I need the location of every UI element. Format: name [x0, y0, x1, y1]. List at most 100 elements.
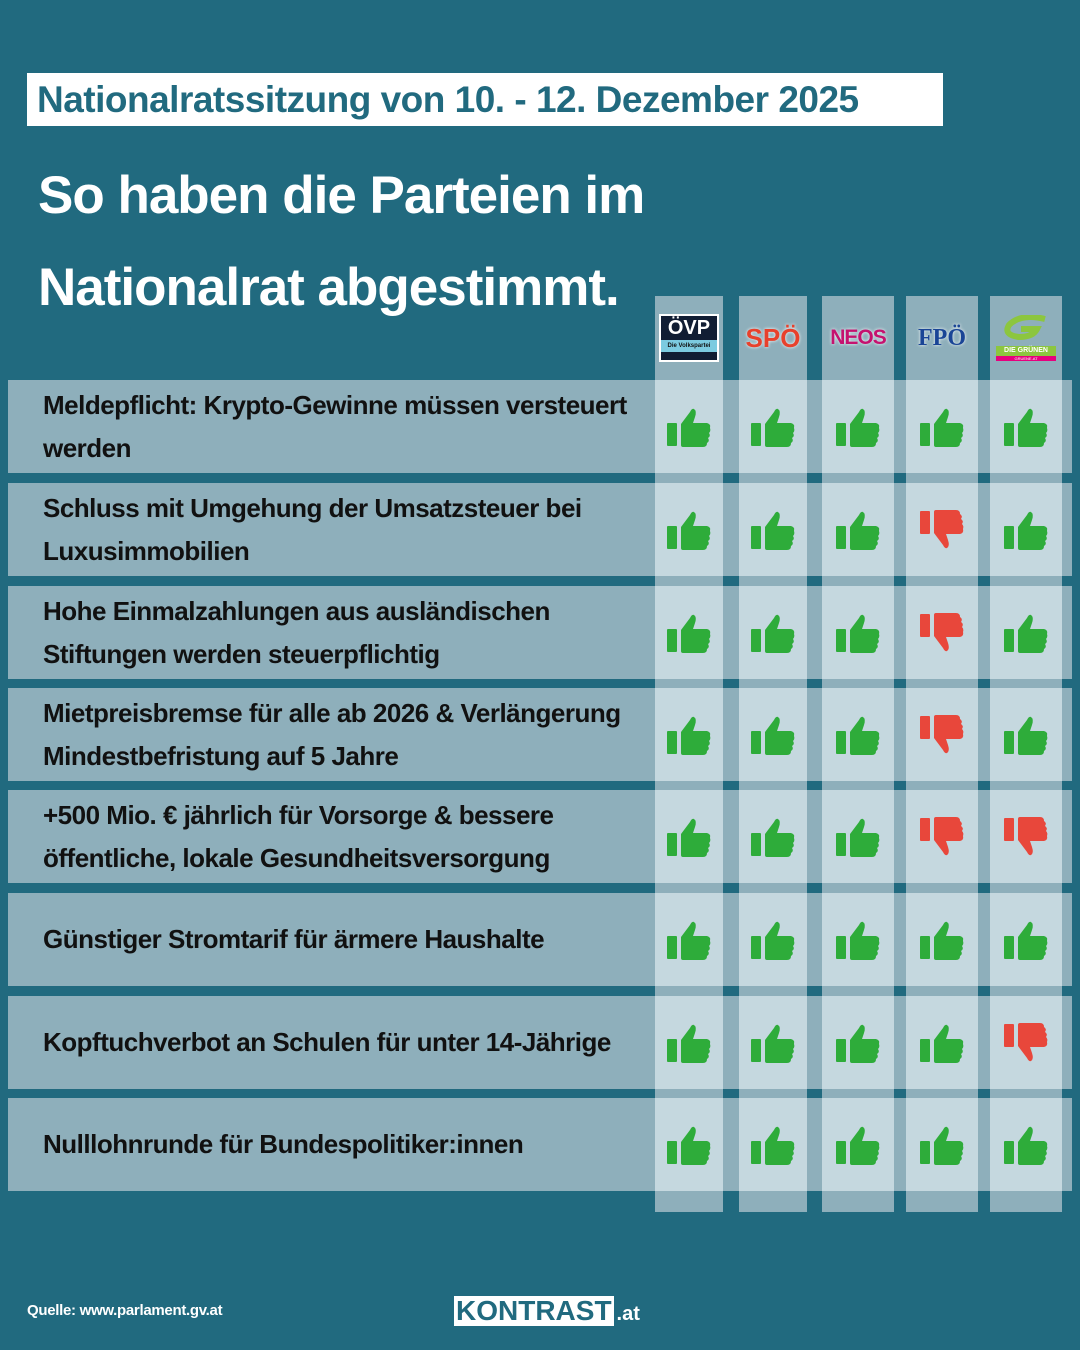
- thumbs-up-icon: [836, 511, 880, 550]
- thumbs-up-icon: [836, 716, 880, 755]
- gruene-g-icon: [1004, 314, 1046, 341]
- thumbs-up-icon: [836, 818, 880, 857]
- vote-row: Mietpreisbremse für alle ab 2026 & Verlä…: [8, 688, 1072, 781]
- vote-cell: [822, 688, 894, 781]
- motion-label: Nulllohnrunde für Bundespolitiker:innen: [43, 1129, 524, 1159]
- title-line-2: Nationalrat abgestimmt.: [38, 258, 620, 317]
- thumbs-up-icon: [1004, 511, 1048, 550]
- thumbs-down-icon: [920, 714, 964, 753]
- thumbs-up-icon: [920, 921, 964, 960]
- vote-cell: [739, 483, 807, 576]
- thumbs-up-icon: [836, 921, 880, 960]
- spoe-logo: SPÖ: [745, 322, 801, 353]
- thumbs-down-icon: [920, 509, 964, 548]
- vote-cell: [655, 1098, 723, 1191]
- thumbs-up-icon: [836, 1024, 880, 1063]
- vote-cell: [906, 790, 978, 883]
- vote-cell: [906, 1098, 978, 1191]
- thumbs-up-icon: [667, 614, 711, 653]
- motion-label: Meldepflicht: Krypto-Gewinne müssen vers…: [43, 389, 627, 463]
- vote-cell: [906, 380, 978, 473]
- thumbs-up-icon: [836, 408, 880, 447]
- vote-cell: [739, 688, 807, 781]
- vote-cell: [906, 688, 978, 781]
- thumbs-up-icon: [836, 1126, 880, 1165]
- party-header: SPÖ: [739, 296, 807, 380]
- thumbs-up-icon: [920, 1024, 964, 1063]
- thumbs-down-icon: [1004, 816, 1048, 855]
- vote-cell: [655, 996, 723, 1089]
- title-line-1: So haben die Parteien im: [38, 166, 645, 225]
- thumbs-up-icon: [751, 818, 795, 857]
- vote-row: Kopftuchverbot an Schulen für unter 14-J…: [8, 996, 1072, 1089]
- vote-cell: [739, 893, 807, 986]
- vote-cell: [906, 996, 978, 1089]
- vote-cell: [822, 586, 894, 679]
- vote-cell: [990, 996, 1062, 1089]
- vote-cell: [822, 996, 894, 1089]
- vote-cell: [990, 586, 1062, 679]
- vote-row: Nulllohnrunde für Bundespolitiker:innen: [8, 1098, 1072, 1191]
- thumbs-up-icon: [920, 1126, 964, 1165]
- thumbs-up-icon: [920, 408, 964, 447]
- vote-cell: [655, 688, 723, 781]
- motion-label: Günstiger Stromtarif für ärmere Haushalt…: [43, 924, 545, 954]
- vote-row: +500 Mio. € jährlich für Vorsorge & bess…: [8, 790, 1072, 883]
- thumbs-up-icon: [667, 921, 711, 960]
- vote-cell: [739, 586, 807, 679]
- motion-label: Hohe Einmalzahlungen aus ausländischen S…: [43, 595, 550, 669]
- vote-cell: [822, 1098, 894, 1191]
- thumbs-down-icon: [920, 816, 964, 855]
- neos-logo: NEOS: [830, 326, 887, 349]
- thumbs-up-icon: [751, 511, 795, 550]
- thumbs-up-icon: [1004, 408, 1048, 447]
- thumbs-up-icon: [836, 614, 880, 653]
- motion-label: Kopftuchverbot an Schulen für unter 14-J…: [43, 1027, 611, 1057]
- vote-cell: [990, 893, 1062, 986]
- vote-cell: [655, 586, 723, 679]
- gruene-logo: DIE GRÜNEN GRUENE.AT: [996, 314, 1056, 361]
- vote-cell: [990, 688, 1062, 781]
- vote-cell: [822, 483, 894, 576]
- thumbs-up-icon: [751, 614, 795, 653]
- thumbs-up-icon: [1004, 1126, 1048, 1165]
- vote-cell: [655, 893, 723, 986]
- vote-cell: [655, 790, 723, 883]
- thumbs-up-icon: [751, 408, 795, 447]
- vote-cell: [990, 1098, 1062, 1191]
- party-header: NEOS: [822, 296, 894, 380]
- vote-row: Schluss mit Umgehung der Umsatzsteuer be…: [8, 483, 1072, 576]
- party-header: DIE GRÜNEN GRUENE.AT: [990, 296, 1062, 380]
- fpoe-logo: FPÖ: [918, 324, 966, 351]
- vote-row: Meldepflicht: Krypto-Gewinne müssen vers…: [8, 380, 1072, 473]
- vote-cell: [655, 380, 723, 473]
- vote-cell: [990, 790, 1062, 883]
- vote-row: Günstiger Stromtarif für ärmere Haushalt…: [8, 893, 1072, 986]
- vote-cell: [739, 996, 807, 1089]
- thumbs-up-icon: [1004, 614, 1048, 653]
- thumbs-up-icon: [667, 511, 711, 550]
- thumbs-up-icon: [1004, 921, 1048, 960]
- page-title: So haben die Parteien im Nationalrat abg…: [38, 148, 645, 336]
- vote-cell: [739, 380, 807, 473]
- party-header: FPÖ: [906, 296, 978, 380]
- motion-label: +500 Mio. € jährlich für Vorsorge & bess…: [43, 799, 554, 873]
- vote-cell: [906, 586, 978, 679]
- thumbs-up-icon: [751, 1024, 795, 1063]
- vote-cell: [990, 483, 1062, 576]
- subtitle-banner: Nationalratssitzung von 10. - 12. Dezemb…: [27, 73, 943, 126]
- logo-main: KONTRAST: [454, 1295, 614, 1326]
- vote-cell: [906, 893, 978, 986]
- thumbs-up-icon: [667, 1024, 711, 1063]
- thumbs-up-icon: [667, 716, 711, 755]
- party-header: ÖVP Die Volkspartei: [655, 296, 723, 380]
- motion-label: Mietpreisbremse für alle ab 2026 & Verlä…: [43, 697, 621, 771]
- vote-cell: [739, 790, 807, 883]
- vote-cell: [990, 380, 1062, 473]
- thumbs-down-icon: [1004, 1022, 1048, 1061]
- motion-label: Schluss mit Umgehung der Umsatzsteuer be…: [43, 492, 582, 566]
- thumbs-up-icon: [751, 921, 795, 960]
- source-note: Quelle: www.parlament.gv.at: [27, 1302, 223, 1319]
- vote-cell: [822, 893, 894, 986]
